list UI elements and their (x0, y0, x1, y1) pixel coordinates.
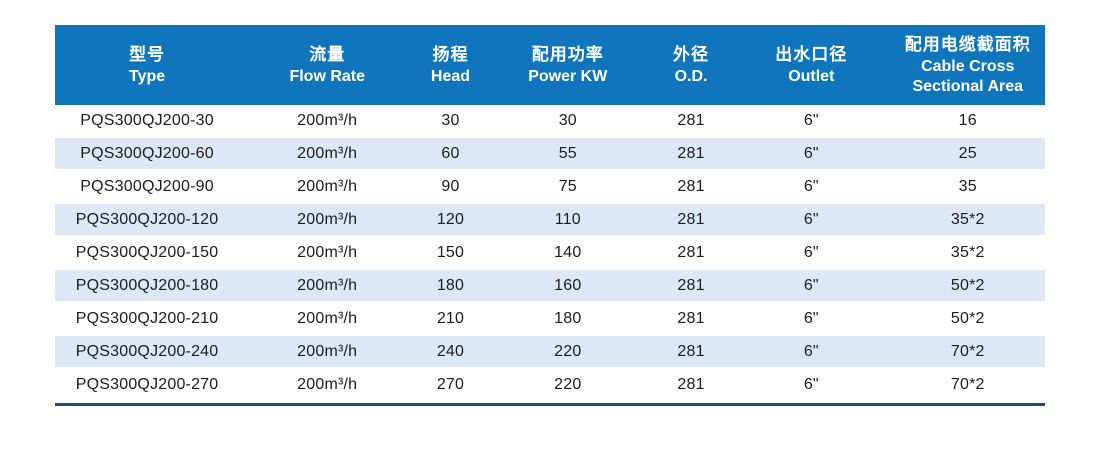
cell-flow-rate: 200m³/h (239, 171, 416, 204)
col-header-type: 型号 Type (55, 25, 240, 105)
col-header-od-zh: 外径 (673, 44, 710, 64)
cell-type: PQS300QJ200-90 (55, 171, 240, 204)
table-row: PQS300QJ200-150 200m³/h 150 140 281 6" 35*2 (55, 237, 1045, 270)
cell-cable-cross-sectional-area: 35*2 (890, 204, 1045, 237)
table-row: PQS300QJ200-60 200m³/h 60 55 281 6" 25 (55, 138, 1045, 171)
table-row: PQS300QJ200-240 200m³/h 240 220 281 6" 70*2 (55, 336, 1045, 369)
cell-head: 210 (415, 303, 486, 336)
col-header-type-zh: 型号 (129, 44, 166, 64)
cell-outlet: 6" (732, 105, 891, 138)
col-header-head-en: Head (430, 68, 471, 86)
cell-power-kw: 110 (485, 204, 650, 237)
cell-flow-rate: 200m³/h (239, 369, 416, 402)
cell-cable-cross-sectional-area: 50*2 (890, 303, 1045, 336)
pump-spec-table-container: 型号 Type 流量 Flow Rate 扬程 Head 配用功率 Power … (55, 25, 1045, 406)
table-header: 型号 Type 流量 Flow Rate 扬程 Head 配用功率 Power … (55, 25, 1045, 105)
col-header-cable-en: Cable Cross Sectional Area (912, 58, 1024, 96)
cell-od: 281 (649, 105, 733, 138)
cell-flow-rate: 200m³/h (239, 105, 416, 138)
cell-type: PQS300QJ200-240 (55, 336, 240, 369)
cell-head: 120 (415, 204, 486, 237)
table-row: PQS300QJ200-30 200m³/h 30 30 281 6" 16 (55, 105, 1045, 138)
cell-cable-cross-sectional-area: 25 (890, 138, 1045, 171)
col-header-head-zh: 扬程 (432, 44, 469, 64)
cell-outlet: 6" (732, 270, 891, 303)
col-header-head: 扬程 Head (415, 25, 486, 105)
cell-cable-cross-sectional-area: 70*2 (890, 336, 1045, 369)
cell-head: 270 (415, 369, 486, 402)
cell-cable-cross-sectional-area: 50*2 (890, 270, 1045, 303)
cell-cable-cross-sectional-area: 35*2 (890, 237, 1045, 270)
cell-head: 150 (415, 237, 486, 270)
header-row: 型号 Type 流量 Flow Rate 扬程 Head 配用功率 Power … (55, 25, 1045, 105)
col-header-cable-zh: 配用电缆截面积 (904, 34, 1031, 54)
col-header-power-kw-zh: 配用功率 (531, 44, 604, 64)
cell-flow-rate: 200m³/h (239, 204, 416, 237)
cell-outlet: 6" (732, 138, 891, 171)
cell-type: PQS300QJ200-150 (55, 237, 240, 270)
cell-od: 281 (649, 138, 733, 171)
cell-power-kw: 180 (485, 303, 650, 336)
cell-outlet: 6" (732, 171, 891, 204)
col-header-type-en: Type (128, 68, 166, 86)
col-header-flow-rate: 流量 Flow Rate (239, 25, 416, 105)
cell-type: PQS300QJ200-210 (55, 303, 240, 336)
cell-head: 90 (415, 171, 486, 204)
col-header-outlet: 出水口径 Outlet (732, 25, 891, 105)
col-header-flow-rate-zh: 流量 (309, 44, 346, 64)
col-header-flow-rate-en: Flow Rate (289, 68, 366, 86)
cell-flow-rate: 200m³/h (239, 237, 416, 270)
cell-type: PQS300QJ200-270 (55, 369, 240, 402)
cell-cable-cross-sectional-area: 70*2 (890, 369, 1045, 402)
cell-outlet: 6" (732, 204, 891, 237)
cell-cable-cross-sectional-area: 16 (890, 105, 1045, 138)
cell-head: 30 (415, 105, 486, 138)
table-row: PQS300QJ200-120 200m³/h 120 110 281 6" 35*2 (55, 204, 1045, 237)
col-header-od-en: O.D. (674, 68, 708, 86)
col-header-outlet-en: Outlet (788, 68, 835, 86)
cell-power-kw: 30 (485, 105, 650, 138)
cell-type: PQS300QJ200-60 (55, 138, 240, 171)
cell-type: PQS300QJ200-30 (55, 105, 240, 138)
cell-flow-rate: 200m³/h (239, 303, 416, 336)
col-header-outlet-zh: 出水口径 (775, 44, 848, 64)
cell-head: 180 (415, 270, 486, 303)
cell-od: 281 (649, 204, 733, 237)
cell-head: 240 (415, 336, 486, 369)
cell-od: 281 (649, 336, 733, 369)
cell-flow-rate: 200m³/h (239, 336, 416, 369)
table-row: PQS300QJ200-210 200m³/h 210 180 281 6" 50*2 (55, 303, 1045, 336)
table-row: PQS300QJ200-180 200m³/h 180 160 281 6" 50*2 (55, 270, 1045, 303)
cell-outlet: 6" (732, 303, 891, 336)
col-header-power-kw: 配用功率 Power KW (485, 25, 650, 105)
cell-type: PQS300QJ200-120 (55, 204, 240, 237)
table-row: PQS300QJ200-90 200m³/h 90 75 281 6" 35 (55, 171, 1045, 204)
table-row: PQS300QJ200-270 200m³/h 270 220 281 6" 70*2 (55, 369, 1045, 402)
col-header-cable-cross-sectional-area: 配用电缆截面积 Cable Cross Sectional Area (890, 25, 1045, 105)
cell-power-kw: 160 (485, 270, 650, 303)
spec-table-body: PQS300QJ200-30 200m³/h 30 30 281 6" 16 PQS300QJ… (55, 105, 1045, 402)
cell-od: 281 (649, 270, 733, 303)
cell-power-kw: 140 (485, 237, 650, 270)
cell-od: 281 (649, 369, 733, 402)
cell-od: 281 (649, 171, 733, 204)
cell-power-kw: 55 (485, 138, 650, 171)
cell-cable-cross-sectional-area: 35 (890, 171, 1045, 204)
cell-type: PQS300QJ200-180 (55, 270, 240, 303)
cell-od: 281 (649, 237, 733, 270)
cell-power-kw: 220 (485, 336, 650, 369)
col-header-od: 外径 O.D. (649, 25, 733, 105)
cell-flow-rate: 200m³/h (239, 270, 416, 303)
cell-outlet: 6" (732, 369, 891, 402)
cell-od: 281 (649, 303, 733, 336)
col-header-power-kw-en: Power KW (528, 68, 608, 86)
cell-power-kw: 220 (485, 369, 650, 402)
pump-spec-table: 型号 Type 流量 Flow Rate 扬程 Head 配用功率 Power … (55, 25, 1045, 402)
cell-outlet: 6" (732, 336, 891, 369)
cell-power-kw: 75 (485, 171, 650, 204)
cell-head: 60 (415, 138, 486, 171)
cell-flow-rate: 200m³/h (239, 138, 416, 171)
cell-outlet: 6" (732, 237, 891, 270)
